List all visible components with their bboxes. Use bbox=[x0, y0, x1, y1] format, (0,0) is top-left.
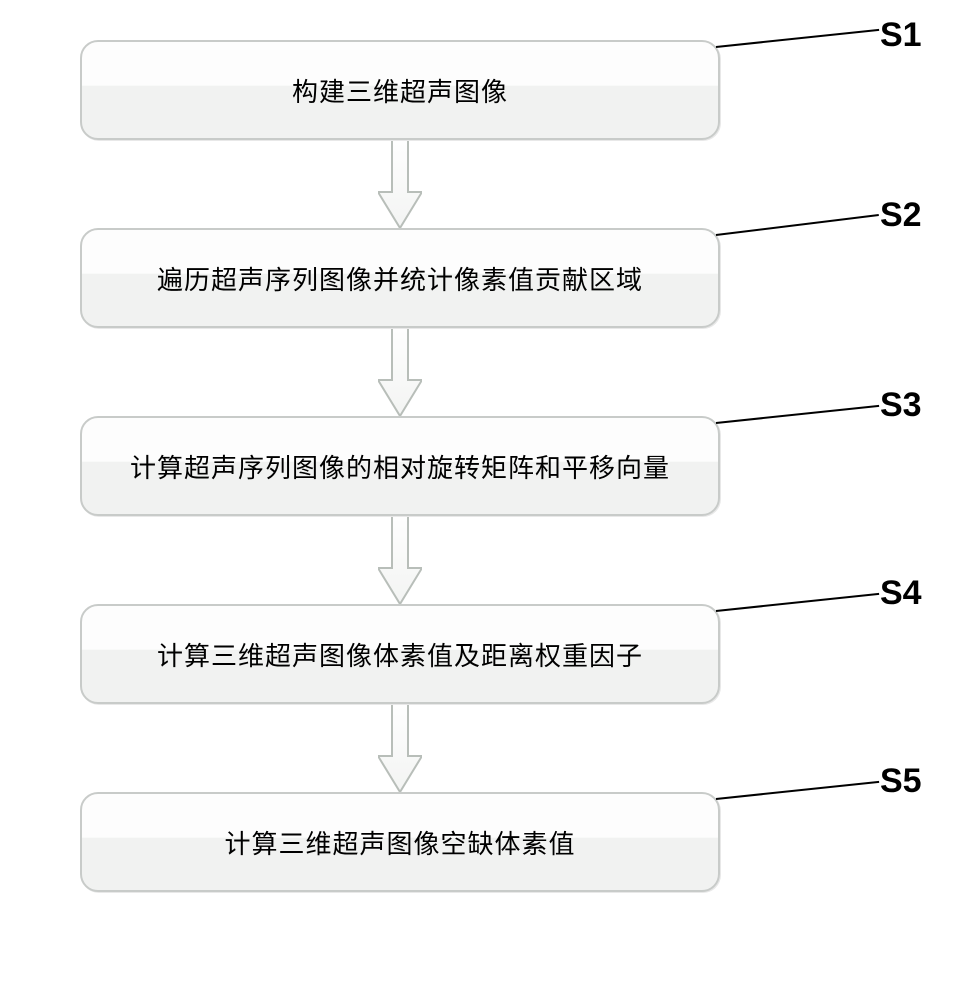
step-box-s1: 构建三维超声图像 bbox=[80, 40, 720, 140]
step-label-s4: S4 bbox=[880, 574, 922, 613]
step-box-s3: 计算超声序列图像的相对旋转矩阵和平移向量 bbox=[80, 416, 720, 516]
arrow-s4-s5 bbox=[80, 704, 720, 792]
arrow-s3-s4 bbox=[80, 516, 720, 604]
step-text-s1: 构建三维超声图像 bbox=[292, 72, 508, 109]
step-text-s2: 遍历超声序列图像并统计像素值贡献区域 bbox=[157, 260, 643, 297]
step-text-s4: 计算三维超声图像体素值及距离权重因子 bbox=[157, 636, 643, 673]
step-text-s3: 计算超声序列图像的相对旋转矩阵和平移向量 bbox=[130, 448, 670, 485]
step-text-s5: 计算三维超声图像空缺体素值 bbox=[224, 824, 575, 861]
step-label-s5: S5 bbox=[880, 762, 922, 801]
arrow-s2-s3 bbox=[80, 328, 720, 416]
arrow-icon bbox=[378, 516, 422, 604]
arrow-s1-s2 bbox=[80, 140, 720, 228]
flowchart-container: 构建三维超声图像 遍历超声序列图像并统计像素值贡献区域 计算超声序列图像的相对旋… bbox=[80, 40, 900, 892]
arrow-icon bbox=[378, 328, 422, 416]
step-box-s4: 计算三维超声图像体素值及距离权重因子 bbox=[80, 604, 720, 704]
step-label-s2: S2 bbox=[880, 196, 922, 235]
step-label-s3: S3 bbox=[880, 386, 922, 425]
step-label-s1: S1 bbox=[880, 16, 922, 55]
arrow-icon bbox=[378, 140, 422, 228]
arrow-icon bbox=[378, 704, 422, 792]
step-box-s2: 遍历超声序列图像并统计像素值贡献区域 bbox=[80, 228, 720, 328]
step-box-s5: 计算三维超声图像空缺体素值 bbox=[80, 792, 720, 892]
